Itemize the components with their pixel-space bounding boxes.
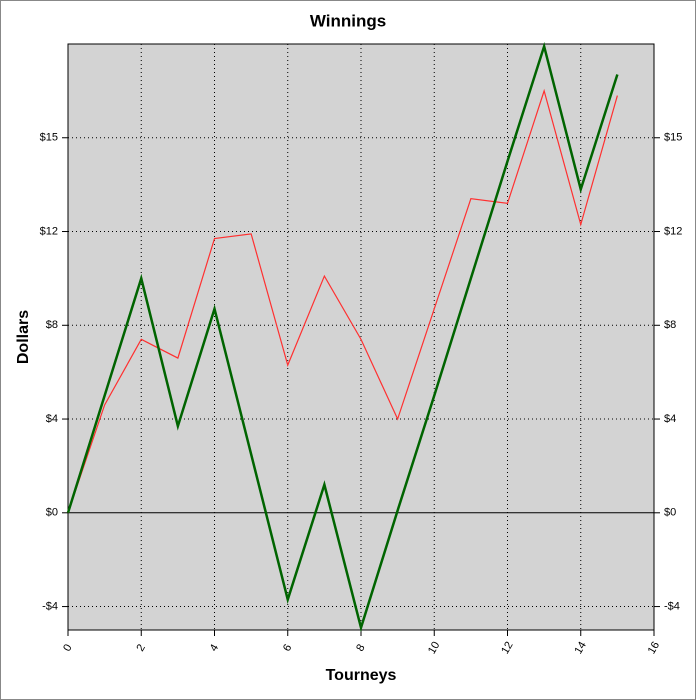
x-tick-label: 10: [426, 640, 443, 657]
y-axis-label: Dollars: [15, 310, 32, 364]
y-tick-label: $8: [46, 319, 58, 331]
x-tick-label: 6: [281, 642, 294, 653]
x-tick-label: 14: [572, 640, 589, 657]
x-tick-label: 0: [61, 642, 74, 653]
y-tick-label: $12: [40, 225, 58, 237]
y2-tick-label: $15: [664, 132, 682, 144]
y-tick-label: $15: [40, 132, 58, 144]
y-tick-label: -$4: [42, 600, 58, 612]
y-tick-label: $4: [46, 413, 58, 425]
line-series: [66, 41, 619, 633]
y2-tick-label: $8: [664, 319, 676, 331]
y2-tick-label: $0: [664, 507, 676, 519]
y2-tick-label: -$4: [664, 600, 680, 612]
x-tick-label: 4: [208, 642, 221, 653]
x-tick-label: 8: [354, 642, 367, 653]
x-tick-label: 2: [134, 642, 147, 653]
chart-title: Winnings: [310, 11, 386, 30]
x-tick-label: 12: [499, 640, 516, 657]
x-tick-label: 16: [646, 640, 663, 657]
x-axis-label: Tourneys: [326, 667, 397, 684]
y2-tick-label: $12: [664, 225, 682, 237]
y-tick-label: $0: [46, 507, 58, 519]
y2-tick-label: $4: [664, 413, 676, 425]
